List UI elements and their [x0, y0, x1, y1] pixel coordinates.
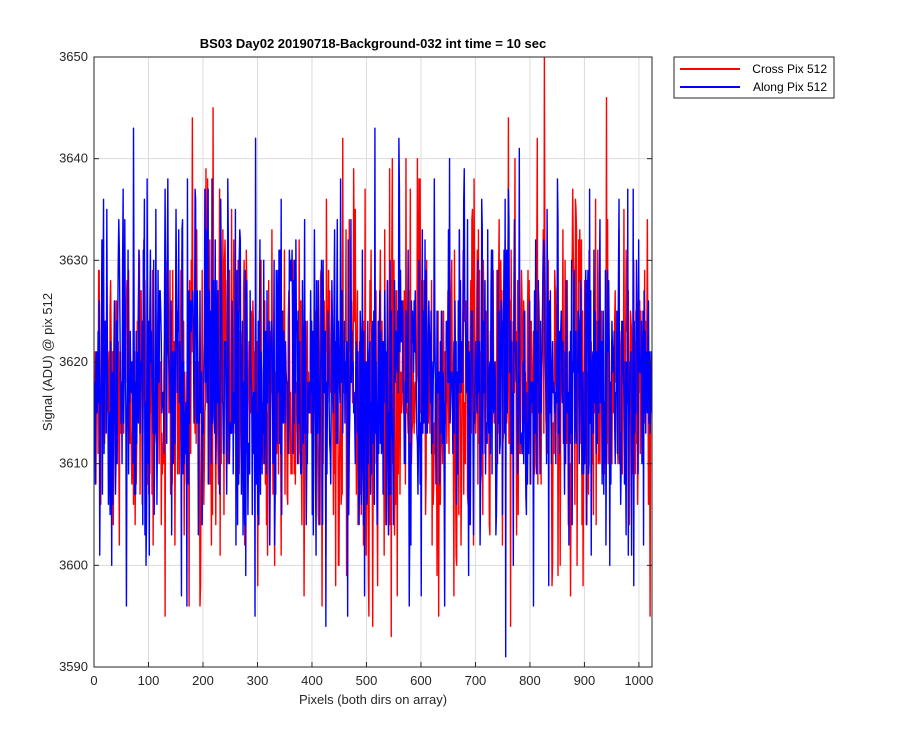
y-tick-label: 3610	[59, 456, 88, 471]
plot-area: 0 100 200 300 400 500 600 700 800 900 1000 3590 360…	[59, 49, 653, 688]
legend-label-along: Along Pix 512	[753, 80, 827, 94]
y-tick-label: 3630	[59, 252, 88, 267]
y-tick-label: 3640	[59, 151, 88, 166]
x-tick-label: 1000	[624, 673, 653, 688]
x-tick-label: 0	[90, 673, 97, 688]
legend: Cross Pix 512 Along Pix 512	[673, 56, 835, 99]
legend-box	[673, 56, 835, 99]
series-along-pix-512	[94, 127, 652, 658]
x-tick-label: 700	[465, 673, 487, 688]
y-tick-label: 3620	[59, 354, 88, 369]
chart-title: BS03 Day02 20190718-Background-032 int t…	[200, 36, 547, 51]
x-tick-label: 300	[247, 673, 269, 688]
x-tick-label: 600	[410, 673, 432, 688]
y-axis-label: Signal (ADU) @ pix 512	[40, 293, 55, 431]
x-axis-label: Pixels (both dirs on array)	[299, 692, 447, 707]
y-tick-label: 3600	[59, 557, 88, 572]
y-tick-label: 3590	[59, 659, 88, 674]
x-axis: 0 100 200 300 400 500 600 700 800 900 1000	[90, 662, 653, 688]
series-layer	[94, 57, 652, 658]
y-tick-label: 3650	[59, 49, 88, 64]
x-tick-label: 900	[574, 673, 596, 688]
x-tick-label: 500	[356, 673, 378, 688]
x-tick-label: 800	[519, 673, 541, 688]
x-tick-label: 200	[192, 673, 214, 688]
x-tick-label: 400	[301, 673, 323, 688]
y-axis: 3590 3600 3610 3620 3630 3640 3650	[59, 49, 652, 674]
legend-label-cross: Cross Pix 512	[752, 62, 827, 76]
x-tick-label: 100	[138, 673, 160, 688]
